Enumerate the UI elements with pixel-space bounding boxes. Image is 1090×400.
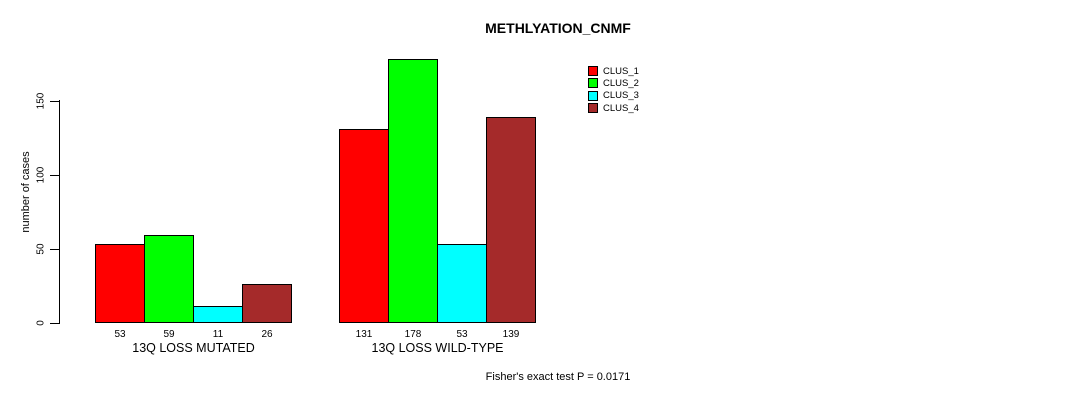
bar-value-label: 131 <box>355 329 373 340</box>
y-tick-mark <box>50 100 60 102</box>
legend-swatch-icon <box>588 66 598 77</box>
legend-label: CLUS_2 <box>603 77 639 89</box>
legend: CLUS_1 CLUS_2 CLUS_3 CLUS_4 <box>588 65 639 114</box>
chart-title: METHLYATION_CNMF <box>485 20 631 36</box>
bar-value-label: 53 <box>456 329 468 340</box>
legend-label: CLUS_4 <box>603 102 639 114</box>
bar-clus_3 <box>193 306 243 324</box>
x-group-label: 13Q LOSS MUTATED <box>132 341 255 355</box>
y-tick-label: 50 <box>35 242 47 255</box>
y-tick-label: 100 <box>35 166 47 183</box>
y-tick-mark <box>50 248 60 250</box>
bar-value-label: 139 <box>502 329 520 340</box>
y-tick-mark <box>50 322 60 324</box>
bar-clus_4 <box>242 284 292 324</box>
bar-value-label: 26 <box>261 329 273 340</box>
bar-clus_3 <box>437 244 487 324</box>
y-axis-line <box>59 100 60 323</box>
legend-label: CLUS_3 <box>603 90 639 102</box>
bar-value-label: 178 <box>404 329 422 340</box>
legend-label: CLUS_1 <box>603 65 639 77</box>
bar-value-label: 53 <box>114 329 126 340</box>
bar-clus_2 <box>388 59 438 324</box>
y-axis-label: number of cases <box>20 151 32 233</box>
legend-swatch-icon <box>588 78 598 89</box>
legend-swatch-icon <box>588 90 598 101</box>
legend-row: CLUS_1 <box>588 65 639 77</box>
bar-value-label: 59 <box>163 329 175 340</box>
bar-clus_1 <box>95 244 145 324</box>
legend-row: CLUS_4 <box>588 102 639 114</box>
legend-swatch-icon <box>588 103 598 114</box>
legend-row: CLUS_3 <box>588 90 639 102</box>
y-tick-label: 150 <box>35 92 47 109</box>
legend-row: CLUS_2 <box>588 77 639 89</box>
bar-clus_1 <box>339 128 389 324</box>
x-group-label: 13Q LOSS WILD-TYPE <box>371 341 504 355</box>
y-tick-label: 0 <box>35 319 47 326</box>
footnote-text: Fisher's exact test P = 0.0171 <box>485 371 631 383</box>
bar-value-label: 11 <box>212 329 224 340</box>
y-tick-mark <box>50 174 60 176</box>
bar-clus_4 <box>486 116 536 324</box>
bar-clus_2 <box>144 235 194 324</box>
